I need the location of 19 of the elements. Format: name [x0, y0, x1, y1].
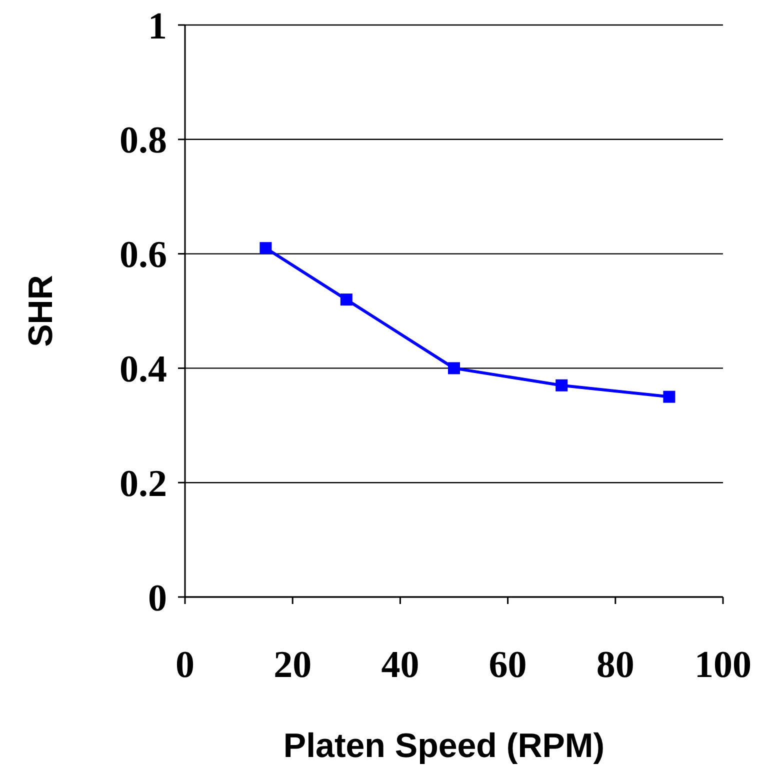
- y-axis-title: SHR: [22, 275, 60, 347]
- x-tick-label: 60: [488, 644, 527, 686]
- y-tick-label: 0.8: [120, 120, 167, 162]
- point: [448, 362, 460, 374]
- y-tick-label: 1: [148, 5, 167, 48]
- x-tick-label: 20: [274, 644, 312, 686]
- y-tick-label: 0.6: [120, 234, 167, 276]
- y-tick-label: 0: [148, 577, 167, 620]
- y-tick-label: 0.4: [120, 348, 167, 390]
- x-tick-label: 80: [596, 644, 634, 686]
- point: [260, 242, 272, 254]
- point: [340, 294, 352, 306]
- x-tick-label: 40: [381, 644, 420, 686]
- x-axis-title: Platen Speed (RPM): [283, 727, 605, 765]
- point: [663, 390, 676, 403]
- x-tick-label: 100: [694, 644, 752, 686]
- x-tick-label: 0: [176, 644, 194, 686]
- y-tick-label: 0.2: [120, 462, 167, 505]
- point: [556, 379, 568, 392]
